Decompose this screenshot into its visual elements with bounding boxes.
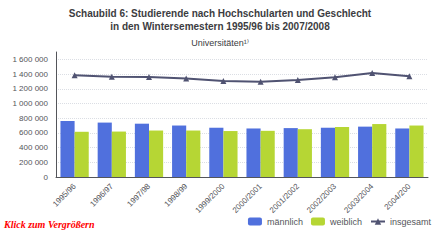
svg-text:1997/98: 1997/98 bbox=[125, 181, 152, 208]
svg-text:2001/2002: 2001/2002 bbox=[268, 181, 301, 214]
svg-text:1999/2000: 1999/2000 bbox=[194, 181, 227, 214]
svg-text:800 000: 800 000 bbox=[19, 114, 48, 123]
svg-text:insgesamt: insgesamt bbox=[390, 217, 432, 227]
svg-text:1 400 000: 1 400 000 bbox=[12, 70, 48, 79]
svg-text:200 000: 200 000 bbox=[19, 158, 48, 167]
svg-text:männlich: männlich bbox=[267, 217, 303, 227]
svg-text:in den Wintersemestern 1995/96: in den Wintersemestern 1995/96 bis 2007/… bbox=[110, 21, 330, 32]
svg-text:2004/200: 2004/200 bbox=[383, 181, 413, 211]
svg-text:2002/2003: 2002/2003 bbox=[305, 181, 338, 214]
svg-text:1 000 000: 1 000 000 bbox=[12, 99, 48, 108]
svg-text:1 600 000: 1 600 000 bbox=[12, 55, 48, 64]
svg-text:600 000: 600 000 bbox=[19, 128, 48, 137]
svg-text:400 000: 400 000 bbox=[19, 143, 48, 152]
svg-text:1995/96: 1995/96 bbox=[51, 181, 78, 208]
svg-text:1996/97: 1996/97 bbox=[88, 181, 115, 208]
svg-text:Universitäten¹⁾: Universitäten¹⁾ bbox=[191, 38, 249, 48]
svg-text:2003/2004: 2003/2004 bbox=[342, 181, 375, 214]
svg-text:2000/2001: 2000/2001 bbox=[231, 181, 264, 214]
svg-text:Klick zum Vergrößern: Klick zum Vergrößern bbox=[3, 219, 95, 230]
svg-text:0: 0 bbox=[44, 173, 49, 182]
svg-text:1 200 000: 1 200 000 bbox=[12, 84, 48, 93]
svg-text:weiblich: weiblich bbox=[329, 217, 362, 227]
svg-text:Schaubild 6: Studierende nach: Schaubild 6: Studierende nach Hochschula… bbox=[69, 8, 372, 19]
svg-text:1998/99: 1998/99 bbox=[163, 181, 190, 208]
